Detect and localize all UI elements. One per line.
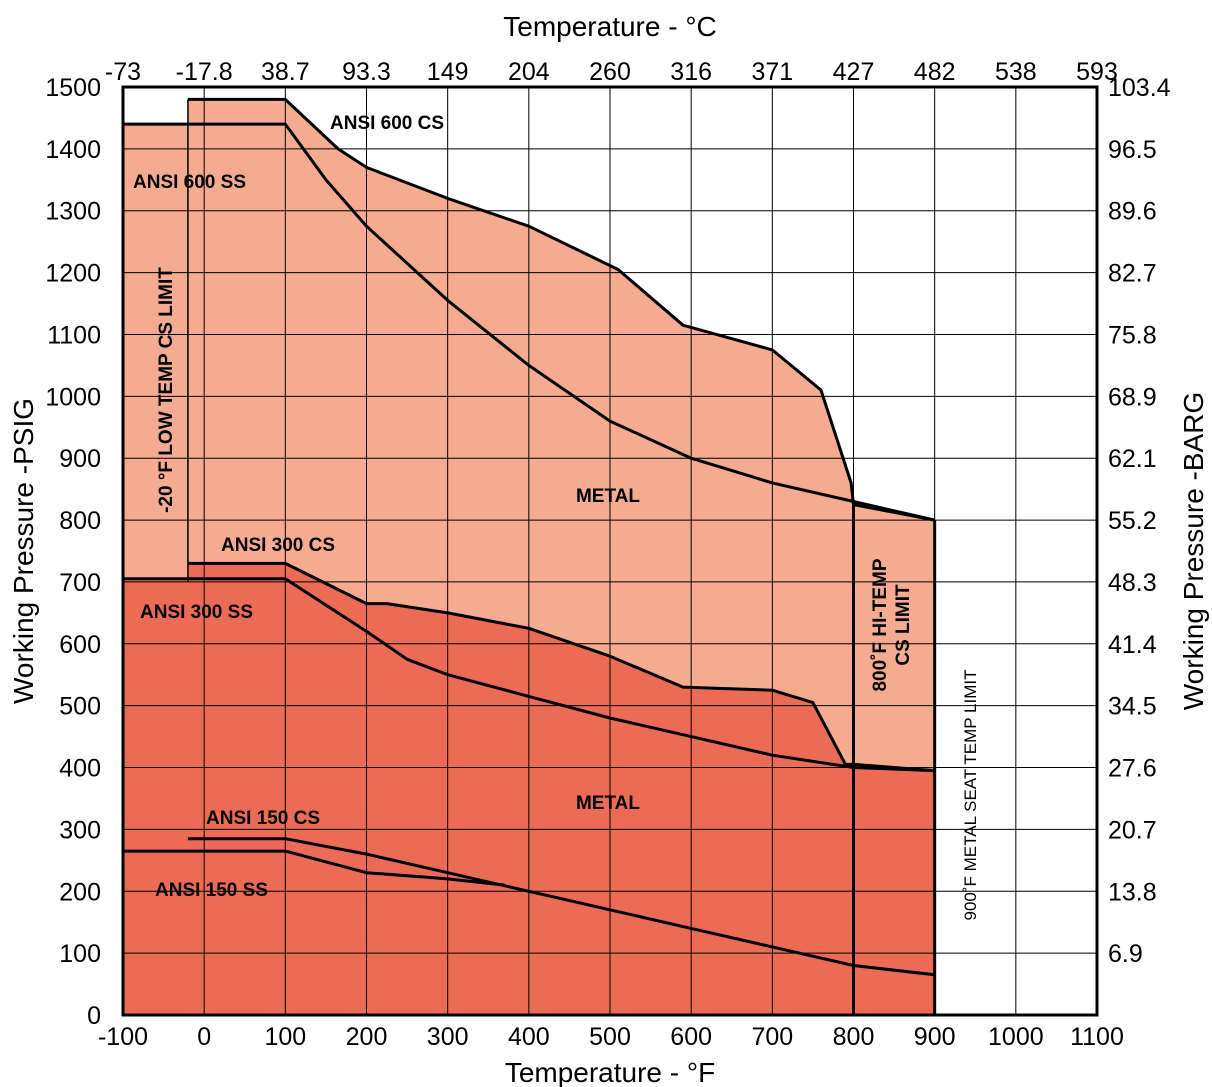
region-label-metal-lower: METAL xyxy=(576,793,640,814)
y2-tick-label: 68.9 xyxy=(1108,383,1157,411)
series-line-ansi-600-ss xyxy=(123,122,936,522)
x-tick-label: 300 xyxy=(427,1023,469,1051)
y2-tick-label: 13.8 xyxy=(1108,878,1157,906)
low-temp-cs-limit-label: -20 °F LOW TEMP CS LIMIT xyxy=(156,267,177,513)
x-axis-title: Temperature - °F xyxy=(505,1057,715,1087)
y-tick-label: 200 xyxy=(59,878,101,906)
y2-tick-label: 96.5 xyxy=(1108,136,1157,164)
y-tick-label: 1300 xyxy=(45,198,101,226)
x2-tick-label: 316 xyxy=(670,58,712,86)
x2-tick-label: 204 xyxy=(508,58,550,86)
y-tick-label: 1100 xyxy=(47,321,101,349)
metal-seat-limit-label: 900˚F METAL SEAT TEMP LIMIT xyxy=(961,670,980,921)
x-tick-label: 800 xyxy=(833,1023,875,1051)
tick-labels: -100 0 100 200 300 400 500 600 700 800 900 1000 1100… xyxy=(45,58,1170,1051)
y-axis-title: Working Pressure -PSIG xyxy=(8,398,39,704)
series-label-ansi-600-ss: ANSI 600 SS xyxy=(133,172,246,193)
x2-tick-label: 371 xyxy=(751,58,793,86)
y2-tick-label: 82.7 xyxy=(1108,260,1157,288)
series-line-ansi-150-ss xyxy=(123,849,505,887)
rating-curves xyxy=(123,97,937,1015)
region-label-metal-upper: METAL xyxy=(576,486,640,507)
hi-temp-label-line2: CS LIMIT xyxy=(893,584,914,666)
y2-tick-label: 89.6 xyxy=(1108,198,1157,226)
x-tick-label: 900 xyxy=(914,1023,956,1051)
x-tick-label: 500 xyxy=(589,1023,631,1051)
series-label-ansi-600-cs: ANSI 600 CS xyxy=(330,113,444,134)
y2-tick-label: 34.5 xyxy=(1108,693,1157,721)
y2-tick-label: 62.1 xyxy=(1108,445,1157,473)
x2-axis-title: Temperature - °C xyxy=(503,11,717,42)
x2-tick-label: -73 xyxy=(105,58,141,86)
y2-tick-label: 48.3 xyxy=(1108,569,1157,597)
y2-tick-label: 6.9 xyxy=(1108,940,1143,968)
y-tick-label: 600 xyxy=(59,631,101,659)
y-tick-label: 700 xyxy=(59,569,101,597)
y-tick-label: 100 xyxy=(59,940,101,968)
series-label-ansi-150-cs: ANSI 150 CS xyxy=(206,808,320,829)
x2-tick-label: 482 xyxy=(914,58,956,86)
series-line-ansi-300-cs xyxy=(187,561,935,773)
x2-tick-label: 93.3 xyxy=(342,58,391,86)
x-tick-label: 100 xyxy=(264,1023,306,1051)
x-tick-label: 200 xyxy=(346,1023,388,1051)
y-tick-label: 0 xyxy=(87,1002,101,1030)
x2-tick-label: 538 xyxy=(995,58,1037,86)
y-tick-label: 1400 xyxy=(45,136,101,164)
x-tick-label: -100 xyxy=(98,1023,148,1051)
series-line-ansi-300-ss xyxy=(123,577,935,773)
series-label-ansi-150-ss: ANSI 150 SS xyxy=(155,880,268,901)
x2-tick-label: 427 xyxy=(833,58,875,86)
y2-tick-label: 27.6 xyxy=(1108,755,1157,783)
y2-tick-label: 75.8 xyxy=(1108,321,1157,349)
series-label-ansi-300-ss: ANSI 300 SS xyxy=(140,602,253,623)
x2-tick-label: 38.7 xyxy=(261,58,310,86)
series-line-ansi-600-cs xyxy=(187,97,935,522)
y-tick-label: 800 xyxy=(59,507,101,535)
series-label-ansi-300-cs: ANSI 300 CS xyxy=(221,535,335,556)
y2-tick-label: 103.4 xyxy=(1108,74,1171,102)
y-tick-label: 500 xyxy=(59,693,101,721)
plot-frame xyxy=(121,85,1099,1017)
y2-tick-label: 20.7 xyxy=(1108,816,1157,844)
y-tick-label: 1200 xyxy=(45,260,101,288)
x-tick-label: 1000 xyxy=(988,1023,1044,1051)
x2-tick-label: 149 xyxy=(427,58,469,86)
x-tick-label: 0 xyxy=(197,1023,211,1051)
y-tick-label: 1500 xyxy=(45,74,101,102)
y-tick-label: 1000 xyxy=(45,383,101,411)
x-tick-label: 700 xyxy=(751,1023,793,1051)
y-tick-label: 400 xyxy=(59,755,101,783)
x2-tick-label: -17.8 xyxy=(176,58,233,86)
y2-tick-label: 55.2 xyxy=(1108,507,1157,535)
x-tick-label: 400 xyxy=(508,1023,550,1051)
hi-temp-label-line1: 800˚F HI-TEMP xyxy=(870,558,891,691)
series-line-ansi-150-cs xyxy=(187,837,935,977)
x2-tick-label: 593 xyxy=(1076,58,1118,86)
x2-tick-label: 260 xyxy=(589,58,631,86)
y2-tick-label: 41.4 xyxy=(1108,631,1157,659)
y-tick-label: 900 xyxy=(59,445,101,473)
y-tick-label: 300 xyxy=(59,816,101,844)
x-tick-label: 600 xyxy=(670,1023,712,1051)
x-tick-label: 1100 xyxy=(1070,1023,1124,1051)
y2-axis-title: Working Pressure -BARG xyxy=(1178,392,1209,710)
